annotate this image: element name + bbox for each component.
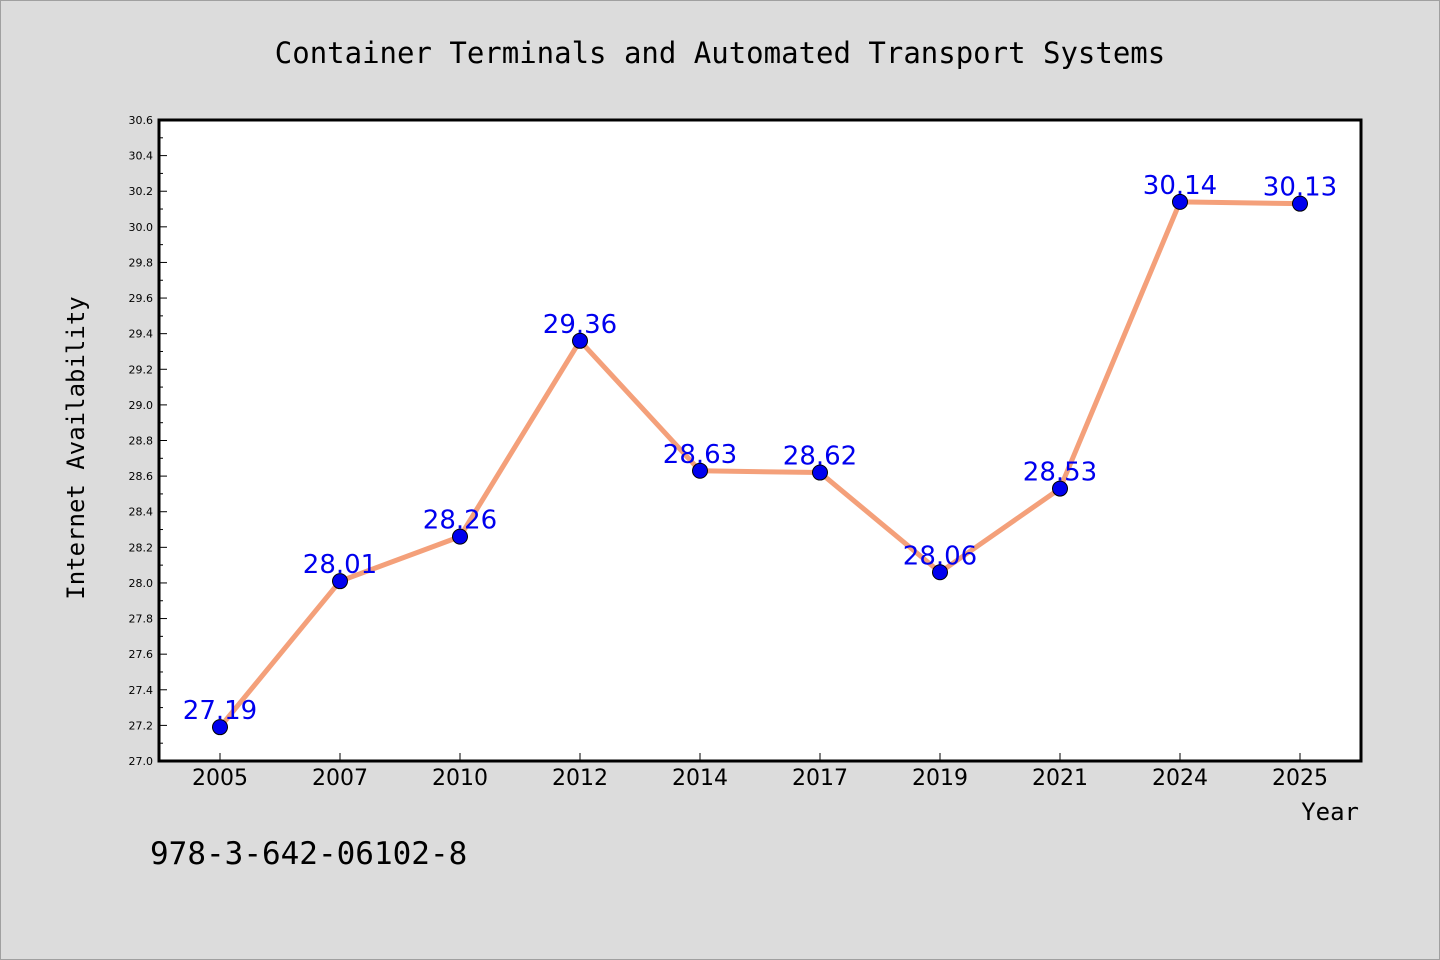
series-markers xyxy=(212,193,1308,736)
x-axis: 2005 2007 2010 2012 2014 2017 2019 2021 2024 2025 xyxy=(192,753,1328,791)
x-tick-label: 2024 xyxy=(1152,766,1208,791)
x-tick-label: 2019 xyxy=(912,766,968,791)
data-label: 28.62 xyxy=(783,442,857,472)
data-label: 28.26 xyxy=(423,506,497,536)
data-point xyxy=(332,573,348,590)
data-label: 30.13 xyxy=(1263,173,1337,203)
data-point xyxy=(812,464,828,481)
y-tick-label: 30.4 xyxy=(129,150,154,163)
y-axis-label: Internet Availability xyxy=(62,296,90,599)
data-label: 28.06 xyxy=(903,541,977,571)
data-point xyxy=(1172,193,1188,210)
y-tick-label: 27.8 xyxy=(129,613,154,626)
y-tick-label: 28.4 xyxy=(129,506,154,519)
y-tick-label: 27.0 xyxy=(129,755,154,768)
data-label: 30.14 xyxy=(1143,171,1217,201)
data-point xyxy=(692,462,708,479)
x-tick-label: 2012 xyxy=(552,766,608,791)
y-tick-label: 27.6 xyxy=(129,648,154,661)
x-tick-label: 2005 xyxy=(192,766,248,791)
y-tick-label: 29.4 xyxy=(129,328,154,341)
x-tick-label: 2014 xyxy=(672,766,728,791)
series-line xyxy=(217,199,1303,730)
y-tick-label: 30.6 xyxy=(129,114,154,127)
y-tick-label: 28.0 xyxy=(129,577,154,590)
y-tick-label: 29.2 xyxy=(129,363,154,376)
data-point xyxy=(932,564,948,581)
y-tick-label: 29.0 xyxy=(129,399,154,412)
y-tick-label: 28.2 xyxy=(129,541,154,554)
plot-area xyxy=(157,118,1363,763)
data-point xyxy=(1292,195,1308,212)
data-label: 28.01 xyxy=(303,550,377,580)
data-point xyxy=(572,332,588,349)
chart-title: Container Terminals and Automated Transp… xyxy=(275,36,1165,70)
data-label: 28.63 xyxy=(663,440,737,470)
y-tick-label: 28.6 xyxy=(129,470,154,483)
data-label: 27.19 xyxy=(183,696,257,726)
x-tick-label: 2021 xyxy=(1032,766,1088,791)
series-polyline xyxy=(217,199,1303,730)
y-axis: 27.0 27.2 27.4 27.6 27.8 28.0 28.2 28.4 28.6 28.8… xyxy=(129,114,167,768)
y-tick-label: 27.4 xyxy=(129,684,154,697)
x-tick-label: 2025 xyxy=(1272,766,1328,791)
y-tick-label: 29.6 xyxy=(129,292,154,305)
isbn-annotation: 978-3-642-06102-8 xyxy=(150,836,467,872)
y-tick-label: 27.2 xyxy=(129,719,154,732)
data-point xyxy=(452,528,468,545)
data-point xyxy=(1052,480,1068,497)
y-tick-label: 30.0 xyxy=(129,221,154,234)
data-label: 29.36 xyxy=(543,310,617,340)
y-tick-label: 30.2 xyxy=(129,185,154,198)
x-axis-label: Year xyxy=(1301,798,1359,826)
data-point xyxy=(212,719,228,736)
x-tick-label: 2017 xyxy=(792,766,848,791)
y-tick-label: 29.8 xyxy=(129,256,154,269)
data-labels: 27.19 28.01 28.26 29.36 28.63 28.62 28.06 28.53… xyxy=(183,171,1337,726)
data-label: 28.53 xyxy=(1023,458,1097,488)
x-tick-label: 2010 xyxy=(432,766,488,791)
x-tick-label: 2007 xyxy=(312,766,368,791)
y-tick-label: 28.8 xyxy=(129,435,154,448)
